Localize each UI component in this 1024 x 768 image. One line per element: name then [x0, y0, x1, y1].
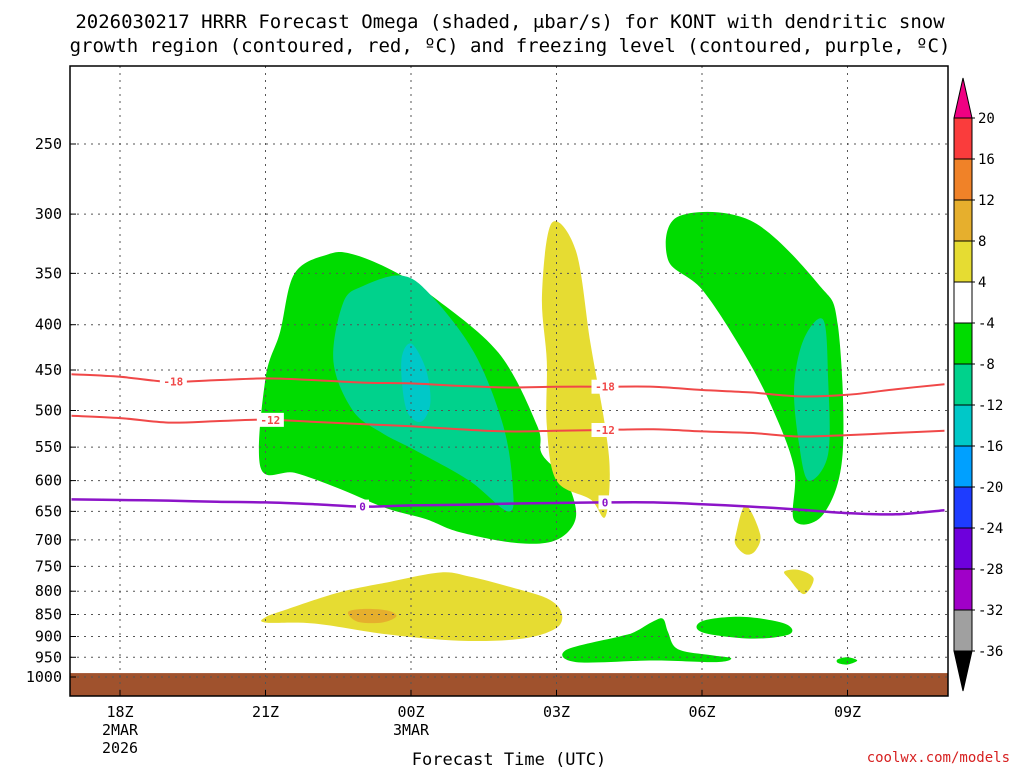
colorbar-label-7: -8 — [978, 357, 995, 373]
xtick-label-18Z: 18Z — [106, 703, 133, 721]
ytick-label-750: 750 — [35, 557, 62, 575]
ytick-label-350: 350 — [35, 264, 62, 282]
colorbar-label-13: 20 — [978, 111, 995, 127]
ytick-label-450: 450 — [35, 361, 62, 379]
omega-region-9 — [734, 505, 761, 555]
colorbar-swatch-7 — [953, 322, 973, 365]
ytick-label-300: 300 — [35, 205, 62, 223]
temperature-contours: -18 -18 -12 -12 0 0 — [71, 373, 945, 516]
omega-region-7 — [836, 657, 858, 665]
contour-label-0-0: -18 — [163, 376, 183, 389]
colorbar-swatch-6 — [953, 363, 973, 406]
ytick-label-650: 650 — [35, 502, 62, 520]
omega-region-5 — [793, 318, 830, 481]
colorbar-swatch-1 — [953, 568, 973, 611]
contour-label-0-1: -18 — [595, 381, 615, 394]
colorbar-swatch-11 — [953, 158, 973, 201]
colorbar: -36 -32 -28 -24 -20 -16 -12 -8 -4 4 8 12 16 20 — [953, 77, 1003, 692]
colorbar-label-3: -24 — [978, 521, 1003, 537]
xtick-sublabel2-18Z: 2026 — [102, 739, 138, 757]
contour-label-bg-1-0 — [256, 412, 284, 427]
omega-region-11 — [261, 572, 563, 642]
contour-label-1-1: -12 — [595, 424, 615, 437]
xtick-label-09Z: 09Z — [834, 703, 861, 721]
xtick-sublabel1-18Z: 2MAR — [102, 721, 139, 739]
colorbar-swatch-10 — [953, 199, 973, 242]
colorbar-label-9: 4 — [978, 275, 986, 291]
ytick-label-1000: 1000 — [26, 668, 62, 686]
colorbar-label-6: -12 — [978, 398, 1003, 414]
ytick-label-950: 950 — [35, 648, 62, 666]
colorbar-label-0: -36 — [978, 644, 1003, 660]
colorbar-label-2: -28 — [978, 562, 1003, 578]
contour-label-bg-2-0 — [356, 499, 369, 514]
xtick-label-03Z: 03Z — [543, 703, 570, 721]
contour-label-2-0: 0 — [359, 501, 366, 514]
y-axis-ticks: 250 300 350 400 450 500 550 600 650 700 750 800 850 9… — [26, 135, 76, 686]
ytick-label-400: 400 — [35, 316, 62, 334]
contour-line-2 — [71, 498, 945, 516]
contour-label-bg-1-1 — [591, 422, 619, 437]
x-axis-title: Forecast Time (UTC) — [412, 750, 606, 768]
colorbar-swatch-12 — [953, 117, 973, 160]
xtick-label-00Z: 00Z — [397, 703, 424, 721]
credit-link[interactable]: coolwx.com/models — [867, 750, 1010, 766]
colorbar-label-10: 8 — [978, 234, 986, 250]
colorbar-label-8: -4 — [978, 316, 995, 332]
colorbar-label-12: 16 — [978, 152, 995, 168]
ytick-label-850: 850 — [35, 606, 62, 624]
colorbar-swatch-9 — [953, 240, 973, 283]
ytick-label-600: 600 — [35, 472, 62, 490]
plot-frame — [69, 65, 949, 697]
chart-title-line1: 2026030217 HRRR Forecast Omega (shaded, … — [75, 11, 945, 33]
xtick-label-06Z: 06Z — [688, 703, 715, 721]
contour-line-0 — [71, 373, 945, 398]
ytick-label-900: 900 — [35, 627, 62, 645]
ground-surface — [70, 673, 948, 696]
colorbar-swatch-2 — [953, 527, 973, 570]
colorbar-swatch-4 — [953, 445, 973, 488]
colorbar-min-arrow — [953, 650, 973, 692]
contour-label-1-0: -12 — [260, 414, 280, 427]
omega-region-6 — [696, 616, 793, 639]
chart-title-line2: growth region (contoured, red, ºC) and f… — [70, 35, 951, 57]
xtick-sublabel1-00Z: 3MAR — [393, 721, 430, 739]
colorbar-label-11: 12 — [978, 193, 995, 209]
xtick-label-21Z: 21Z — [252, 703, 279, 721]
ytick-label-550: 550 — [35, 438, 62, 456]
contour-label-bg-0-0 — [159, 374, 187, 389]
colorbar-swatch-5 — [953, 404, 973, 447]
colorbar-swatch-0 — [953, 609, 973, 652]
colorbar-swatch-3 — [953, 486, 973, 529]
omega-region-3 — [562, 618, 732, 663]
omega-region-10 — [783, 569, 814, 595]
omega-region-12 — [347, 608, 397, 624]
omega-shading — [258, 211, 858, 665]
colorbar-label-1: -32 — [978, 603, 1003, 619]
ytick-label-800: 800 — [35, 582, 62, 600]
ytick-label-500: 500 — [35, 402, 62, 420]
contour-label-bg-2-1 — [598, 495, 612, 510]
omega-region-4 — [665, 211, 844, 525]
colorbar-label-4: -20 — [978, 480, 1003, 496]
contour-line-1 — [71, 414, 945, 438]
colorbar-max-arrow — [953, 77, 973, 119]
contour-label-bg-0-1 — [591, 379, 619, 394]
ytick-label-700: 700 — [35, 531, 62, 549]
contour-label-2-1: 0 — [602, 496, 609, 509]
colorbar-swatch-8 — [953, 281, 973, 324]
ytick-label-250: 250 — [35, 135, 62, 153]
plot-grid — [70, 66, 948, 696]
colorbar-label-5: -16 — [978, 439, 1003, 455]
